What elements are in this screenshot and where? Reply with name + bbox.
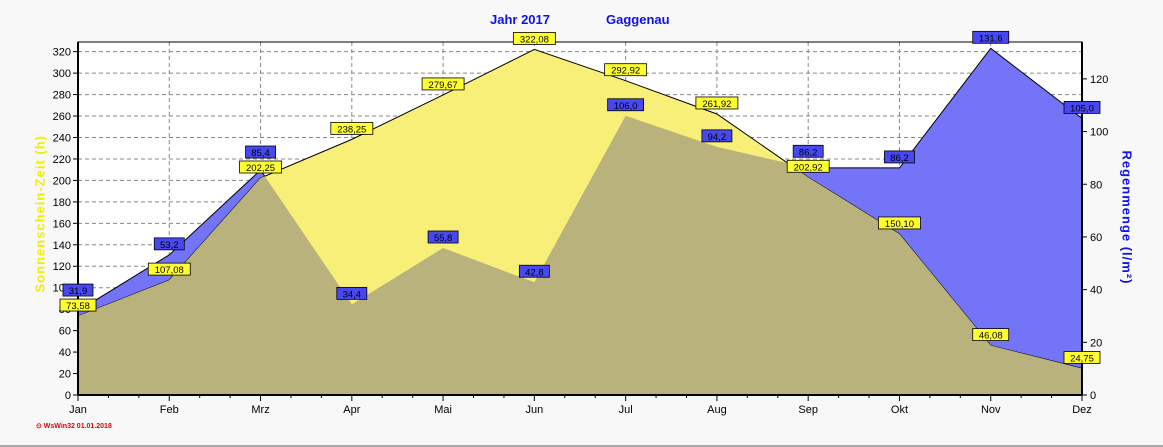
sunshine-data-label-box [59, 298, 97, 312]
sunshine-data-label: 322,08 [520, 34, 549, 45]
sunshine-data-label-box [421, 77, 465, 91]
y2-tick-label: 120 [1090, 74, 1108, 86]
sunshine-data-label-box [695, 96, 739, 110]
sunshine-data-label-box [786, 159, 830, 173]
x-tick-label: Jan [69, 404, 87, 416]
y-tick-label: 260 [53, 111, 71, 123]
rain-data-label-box [245, 145, 276, 159]
y2-tick-label: 40 [1090, 285, 1102, 297]
sunshine-data-label: 73,58 [66, 301, 90, 312]
rain-data-label: 106,0 [614, 101, 638, 112]
x-tick-label: Aug [707, 404, 727, 416]
y-axis-label-right: Regenmenge (l/m²) [1119, 150, 1135, 285]
rain-data-label: 85,4 [251, 148, 270, 159]
sunshine-data-label-box [604, 63, 648, 77]
rain-data-label: 34,4 [343, 289, 362, 300]
x-tick-label: Mai [434, 404, 452, 416]
sunshine-data-label-box [878, 216, 921, 230]
y2-tick-label: 100 [1090, 127, 1108, 139]
y-tick-label: 20 [59, 369, 71, 381]
sunshine-data-label-box [147, 262, 191, 276]
x-tick-label: Sep [798, 404, 818, 416]
sunshine-data-label-box [239, 160, 282, 174]
rain-data-label-box [607, 98, 645, 112]
y2-tick-label: 20 [1090, 337, 1102, 349]
y-tick-label: 300 [53, 68, 71, 80]
rain-data-label: 86,2 [799, 147, 818, 158]
footer-credit: ⊙ WsWin32 01.01.2018 [36, 423, 112, 430]
overlap-area [78, 49, 1082, 395]
chart-title-location: Gaggenau [606, 12, 670, 27]
rain-data-label: 42,8 [525, 267, 544, 278]
sunshine-data-label-box [1063, 351, 1101, 364]
y2-tick-label: 80 [1090, 179, 1102, 191]
rain-data-label-box [427, 230, 459, 244]
rain-data-label-box [518, 264, 550, 278]
y-tick-label: 140 [53, 240, 71, 252]
rain-data-label: 94,2 [708, 132, 727, 143]
x-tick-label: Feb [160, 404, 179, 416]
rain-data-label-box [62, 283, 94, 297]
y2-tick-label: 0 [1090, 390, 1096, 402]
rain-data-label-box [336, 286, 368, 300]
y-tick-label: 240 [53, 132, 71, 144]
y-tick-label: 160 [53, 218, 71, 230]
rain-data-label: 105,0 [1070, 103, 1094, 114]
sunshine-data-label-box [330, 121, 374, 135]
y-tick-label: 180 [53, 197, 71, 209]
x-tick-label: Nov [981, 404, 1001, 416]
rain-data-label: 86,2 [890, 153, 909, 164]
sunshine-data-label-box [972, 328, 1010, 341]
y-tick-label: 200 [53, 175, 71, 187]
y-tick-label: 0 [65, 390, 71, 402]
sunshine-data-label: 261,92 [702, 99, 731, 110]
rain-data-label-box [792, 144, 824, 158]
rain-data-label: 53,2 [160, 240, 179, 251]
rain-data-label-box [884, 150, 915, 164]
sunshine-data-label: 46,08 [979, 331, 1003, 342]
y-axis-label-left: Sonnenschein-Zeit (h) [32, 135, 48, 293]
y-tick-label: 60 [59, 326, 71, 338]
x-tick-label: Mrz [251, 404, 269, 416]
sunshine-data-label: 202,25 [246, 163, 275, 174]
rain-data-label-box [972, 30, 1010, 44]
chart-title-year: Jahr 2017 [490, 12, 550, 27]
x-tick-label: Apr [343, 404, 360, 416]
rain-data-label-box [701, 129, 733, 143]
y2-tick-label: 60 [1090, 232, 1102, 244]
rain-data-label-box [1063, 100, 1101, 114]
rain-data-label: 131,6 [979, 33, 1003, 44]
rain-data-label-box [153, 237, 185, 251]
y-tick-label: 120 [53, 261, 71, 273]
rain-data-label: 31,9 [69, 286, 88, 297]
x-tick-label: Okt [891, 404, 908, 416]
y-tick-label: 220 [53, 154, 71, 166]
sunshine-data-label: 24,75 [1070, 353, 1094, 364]
x-tick-label: Jun [525, 404, 543, 416]
y-tick-label: 280 [53, 90, 71, 102]
rain-data-label: 55,8 [434, 233, 453, 244]
sunshine-data-label: 107,08 [155, 265, 184, 276]
sunshine-data-label: 292,92 [611, 66, 640, 77]
sunshine-data-label: 279,67 [429, 80, 458, 91]
y-tick-label: 320 [53, 47, 71, 59]
y-tick-label: 40 [59, 347, 71, 359]
sunshine-data-label: 238,25 [337, 124, 366, 135]
x-tick-label: Jul [619, 404, 633, 416]
sunshine-data-label-box [512, 32, 556, 45]
sunshine-data-label: 150,10 [885, 219, 914, 230]
sunshine-data-label: 202,92 [794, 162, 823, 173]
x-tick-label: Dez [1072, 404, 1092, 416]
